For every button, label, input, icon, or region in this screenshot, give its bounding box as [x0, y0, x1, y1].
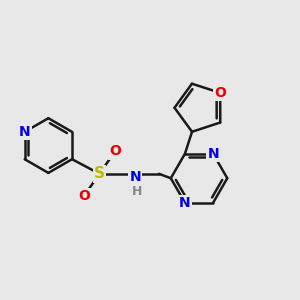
- Text: N: N: [179, 196, 191, 210]
- Text: O: O: [214, 86, 226, 100]
- Text: N: N: [129, 170, 141, 184]
- Text: N: N: [19, 125, 31, 139]
- Text: H: H: [131, 184, 142, 197]
- Text: S: S: [94, 166, 105, 181]
- Text: N: N: [207, 147, 219, 161]
- Text: O: O: [109, 145, 121, 158]
- Text: O: O: [78, 189, 90, 203]
